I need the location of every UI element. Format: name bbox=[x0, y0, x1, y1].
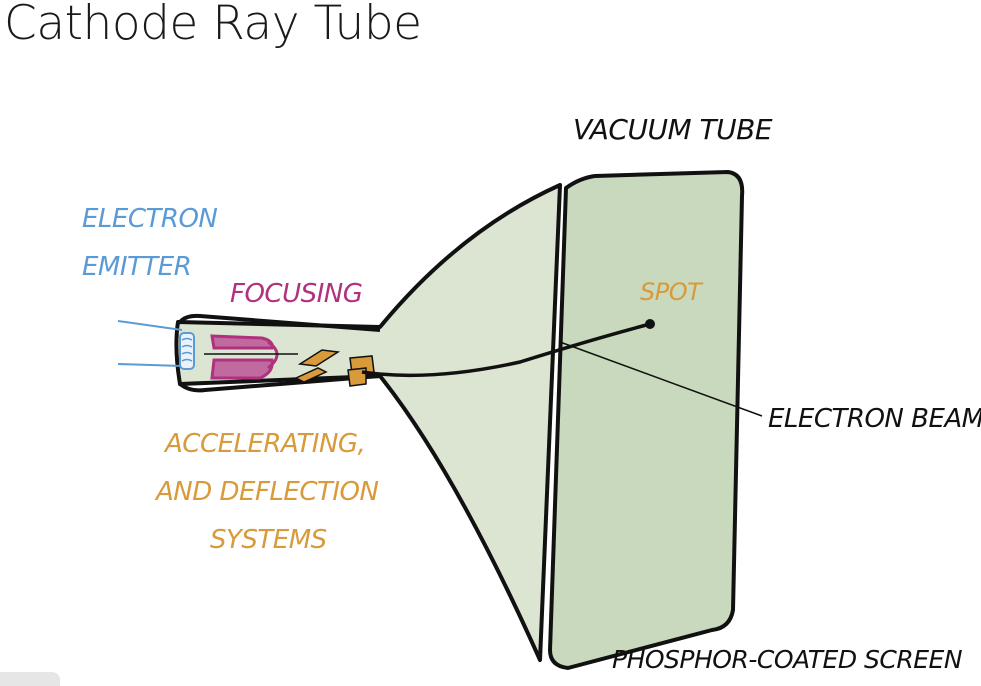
label-electron-emitter-2: EMITTER bbox=[82, 252, 191, 282]
deflection-plate-4 bbox=[347, 367, 367, 387]
focusing-element-bottom bbox=[210, 358, 274, 380]
label-accelerating-1: ACCELERATING, bbox=[163, 429, 365, 459]
vacuum-tube-body bbox=[174, 183, 562, 662]
deflection-plate-2 bbox=[294, 367, 328, 383]
beam-pointer-line bbox=[559, 341, 763, 417]
label-electron-emitter-1: ELECTRON bbox=[82, 204, 217, 234]
phosphor-screen bbox=[548, 170, 745, 670]
label-focusing: FOCUSING bbox=[230, 279, 362, 309]
focusing-element-top bbox=[210, 334, 274, 350]
label-vacuum-tube: VACUUM TUBE bbox=[573, 113, 773, 146]
corner-artifact bbox=[0, 672, 60, 686]
emitter-wire-top bbox=[117, 320, 183, 331]
page-title: Cathode Ray Tube bbox=[4, 0, 422, 51]
label-accelerating-3: SYSTEMS bbox=[210, 525, 327, 555]
spot-dot bbox=[645, 319, 655, 329]
emitter-wire-bottom bbox=[117, 363, 183, 367]
label-phosphor-screen: PHOSPHOR-COATED SCREEN bbox=[612, 645, 963, 674]
electron-beam bbox=[361, 322, 651, 378]
tube-neck-bottom bbox=[178, 374, 381, 393]
label-spot: SPOT bbox=[640, 278, 704, 306]
deflection-plate-1 bbox=[297, 349, 341, 367]
tube-neck-top bbox=[178, 313, 381, 332]
label-electron-beam: ELECTRON BEAM bbox=[768, 404, 981, 434]
label-accelerating-2: AND DEFLECTION bbox=[154, 477, 379, 507]
emitter-coil-wave bbox=[181, 337, 193, 362]
